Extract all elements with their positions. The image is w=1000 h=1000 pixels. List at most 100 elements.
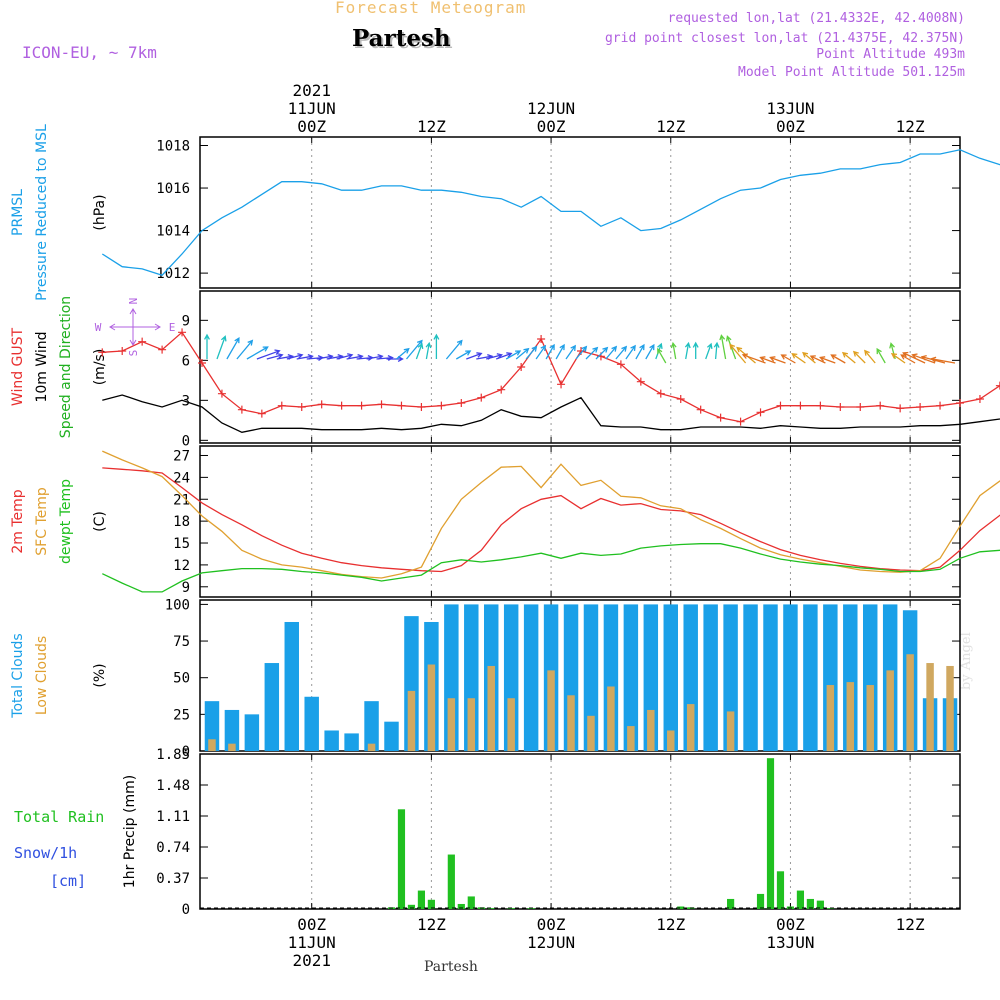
bottom-time-label: 00Z: [297, 915, 326, 934]
precip-bar: [397, 809, 406, 909]
wind-arrow: [802, 351, 816, 364]
ylabel-wind: Wind GUST: [10, 327, 26, 406]
gust-marker: [118, 347, 127, 355]
wind-arrow: [266, 353, 284, 360]
gust-marker: [636, 377, 645, 386]
wind-arrow: [204, 333, 210, 359]
gust-marker: [237, 405, 246, 414]
precip-legend: Snow/1h: [14, 844, 77, 862]
gust-marker: [616, 360, 625, 369]
wind-arrow: [415, 342, 424, 360]
gust-marker: [676, 395, 685, 403]
bottom-time-label: 12Z: [417, 915, 446, 934]
model-label: ICON-EU, ~ 7km: [22, 43, 157, 62]
cloud-low-bar: [607, 686, 615, 751]
cloud-total-bar: [204, 701, 220, 751]
forecast-heading: Forecast Meteogram: [335, 0, 527, 17]
wind-arrow: [505, 350, 522, 360]
gust-marker: [297, 403, 306, 411]
precip-bar: [527, 908, 535, 909]
cloud-low-bar: [627, 726, 635, 751]
precip-bar: [467, 896, 475, 909]
cloud-low-bar: [686, 704, 695, 751]
wind-arrow: [657, 347, 667, 364]
wind-arrow: [719, 334, 727, 360]
cloud-total-bar: [523, 604, 539, 751]
compass-rose: [109, 308, 161, 346]
wind-arrow: [256, 349, 281, 360]
series-wind-0: [102, 331, 1000, 423]
ylabel-pressure: PRMSL: [10, 189, 26, 236]
gust-marker: [138, 337, 147, 346]
wind-arrow: [852, 350, 866, 364]
series-temperature-1: [102, 450, 1000, 579]
gust-marker: [457, 399, 466, 407]
ylabel-wind: Speed and Direction: [58, 296, 74, 438]
precip-bar: [826, 908, 834, 909]
cloud-total-bar: [663, 604, 678, 751]
cloud-low-bar: [946, 665, 954, 751]
wind-arrow: [725, 335, 737, 360]
panel-frame-clouds: [199, 599, 961, 752]
precip-bar: [806, 898, 814, 909]
wind-arrow: [876, 347, 886, 364]
ylabel-temperature: dewpt Temp: [58, 479, 74, 564]
gust-marker: [158, 345, 167, 354]
cloud-low-bar: [886, 670, 894, 751]
bottom-time-label: 00Z: [537, 915, 566, 934]
wind-arrow: [830, 354, 846, 364]
cloud-low-bar: [567, 695, 575, 751]
cloud-total-bar: [763, 604, 778, 751]
gust-marker: [756, 408, 765, 417]
wind-arrow: [864, 349, 876, 364]
gust-marker: [936, 401, 945, 410]
wind-arrow: [236, 339, 254, 360]
cloud-low-bar: [208, 739, 216, 751]
precip-bar: [816, 900, 824, 909]
cloud-low-bar: [726, 711, 735, 751]
wind-arrow: [495, 352, 513, 360]
ytick-label: 21: [173, 492, 190, 508]
cloud-low-bar: [587, 715, 595, 751]
wind-arrow: [645, 343, 655, 360]
precip-legend: [cm]: [50, 872, 86, 890]
ylabel-clouds: (%): [92, 663, 108, 687]
panel-frame-precip: [199, 753, 961, 910]
gust-marker: [696, 405, 705, 414]
bottom-time-label: 2021: [292, 951, 331, 970]
gust-marker: [916, 403, 925, 411]
precip-legend: Total Rain: [14, 808, 104, 826]
gust-marker: [896, 404, 905, 413]
gust-marker: [856, 403, 865, 411]
gust-marker: [277, 401, 286, 410]
gust-marker: [876, 401, 885, 410]
precip-bar: [776, 871, 785, 909]
ytick-label: 1014: [156, 224, 190, 240]
gust-marker: [517, 363, 526, 371]
gust-marker: [197, 359, 206, 367]
top-time-label: 12Z: [417, 117, 446, 136]
wind-arrow: [585, 346, 599, 360]
precip-bar: [756, 893, 765, 909]
series-wind-1: [102, 394, 1000, 433]
wind-arrow: [769, 356, 786, 364]
cloud-total-bar: [783, 604, 798, 751]
ytick-label: 0: [182, 902, 190, 918]
ytick-label: 0: [182, 744, 190, 760]
wind-arrow: [525, 345, 538, 360]
cloud-low-bar: [407, 690, 416, 751]
ytick-label: 24: [173, 470, 190, 486]
wind-arrow: [713, 341, 720, 360]
gust-marker: [337, 401, 346, 410]
cloud-low-bar: [826, 685, 835, 751]
ylabel-clouds: Total Clouds: [10, 633, 26, 718]
gust-marker: [816, 401, 825, 410]
cloud-low-bar: [487, 665, 495, 751]
wind-arrow: [226, 337, 240, 360]
precip-bar: [407, 904, 416, 909]
gust-marker: [98, 348, 107, 357]
cloud-total-bar: [364, 701, 379, 751]
ytick-label: 1.85: [156, 747, 190, 763]
wind-arrow: [216, 335, 227, 360]
